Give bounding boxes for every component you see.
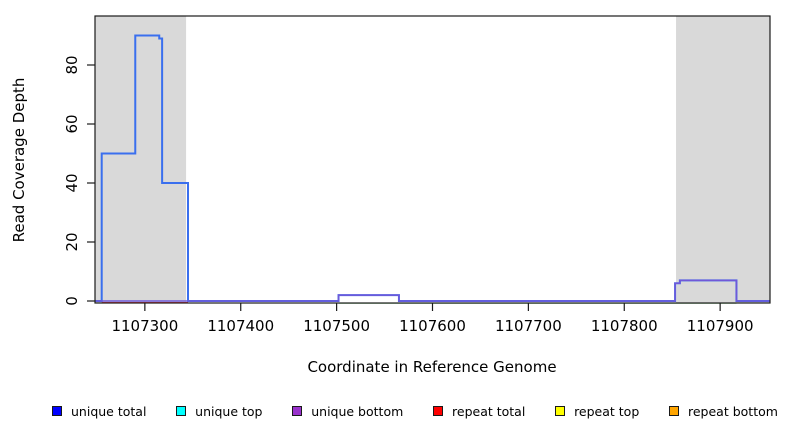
legend-item-unique-total: unique total bbox=[52, 404, 146, 419]
series-line-unique-bottom bbox=[95, 279, 770, 302]
legend: unique total unique top unique bottom repea… bbox=[0, 398, 792, 424]
legend-item-unique-bottom: unique bottom bbox=[292, 404, 403, 419]
legend-label: repeat bottom bbox=[688, 403, 778, 419]
legend-swatch bbox=[292, 406, 303, 416]
repeat-region bbox=[676, 16, 770, 303]
y-axis-label: Read Coverage Depth bbox=[10, 78, 28, 243]
x-tick-label: 1107400 bbox=[207, 317, 274, 335]
legend-item-repeat-top: repeat top bbox=[555, 404, 639, 419]
x-tick-label: 1107600 bbox=[399, 317, 466, 335]
x-axis: 1107300 1107400 1107500 1107600 1107700 11078… bbox=[111, 303, 754, 335]
legend-label: repeat top bbox=[574, 403, 640, 419]
y-tick-label: 60 bbox=[63, 114, 81, 133]
legend-item-repeat-total: repeat total bbox=[433, 404, 525, 419]
y-axis: 0 20 40 60 80 bbox=[63, 55, 95, 306]
y-tick-label: 80 bbox=[63, 55, 81, 74]
x-tick-label: 1107800 bbox=[591, 317, 658, 335]
legend-label: unique total bbox=[71, 403, 147, 419]
repeat-region bbox=[95, 16, 187, 303]
y-tick-label: 20 bbox=[63, 232, 81, 251]
x-tick-label: 1107900 bbox=[687, 317, 754, 335]
coverage-chart: 1107300 1107400 1107500 1107600 1107700 11078… bbox=[10, 15, 771, 376]
legend-swatch bbox=[555, 406, 566, 416]
legend-swatch bbox=[433, 406, 444, 416]
plot-frame bbox=[94, 15, 771, 304]
coverage-lines bbox=[95, 34, 770, 304]
repeat-regions bbox=[95, 16, 770, 303]
legend-label: unique bottom bbox=[311, 403, 404, 419]
legend-item-repeat-bottom: repeat bottom bbox=[669, 404, 778, 419]
legend-label: repeat total bbox=[452, 403, 526, 419]
coverage-plot-svg: 1107300 1107400 1107500 1107600 1107700 11078… bbox=[10, 15, 771, 376]
series-line-unique-total bbox=[95, 34, 770, 302]
y-tick-label: 0 bbox=[63, 296, 81, 306]
x-tick-label: 1107700 bbox=[495, 317, 562, 335]
x-axis-label: Coordinate in Reference Genome bbox=[307, 358, 556, 376]
x-tick-label: 1107500 bbox=[303, 317, 370, 335]
legend-label: unique top bbox=[195, 403, 263, 419]
legend-swatch bbox=[52, 406, 62, 416]
x-tick-label: 1107300 bbox=[111, 317, 178, 335]
legend-swatch bbox=[669, 406, 679, 416]
y-tick-label: 40 bbox=[63, 173, 81, 192]
legend-item-unique-top: unique top bbox=[176, 404, 262, 419]
legend-swatch bbox=[176, 406, 187, 416]
